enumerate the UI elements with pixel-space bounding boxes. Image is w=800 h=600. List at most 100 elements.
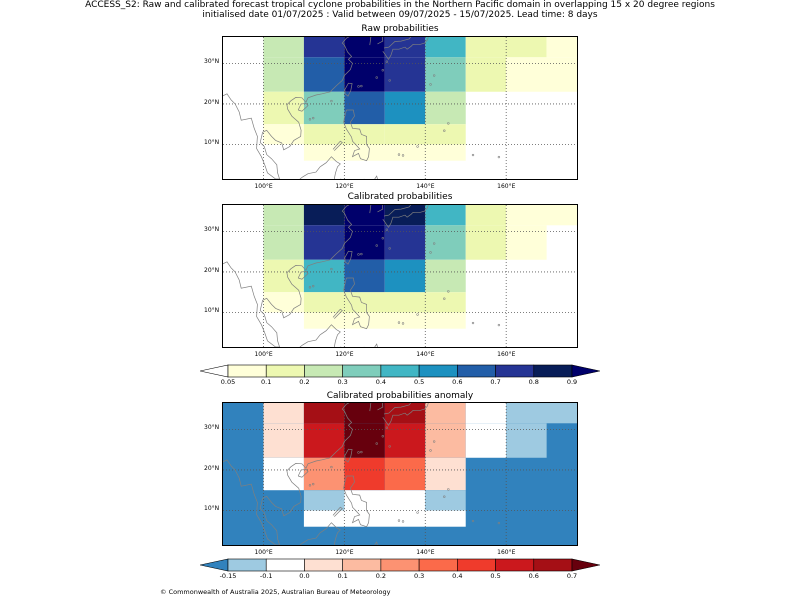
- island: [447, 488, 450, 491]
- probability-cell: [303, 403, 345, 424]
- coastline: [297, 103, 309, 112]
- probability-cell: [425, 490, 466, 511]
- colorbar-extend-high: [571, 364, 601, 378]
- probability-cell: [506, 423, 547, 458]
- island: [360, 84, 363, 88]
- latitude-tick-label: 20°N: [204, 266, 220, 274]
- map-svg-calibrated: [223, 205, 577, 347]
- map-panel-calibrated: [222, 204, 578, 348]
- coastline: [374, 343, 378, 347]
- probability-cell: [303, 259, 345, 293]
- probability-cell: [263, 205, 304, 226]
- probability-cell: [465, 423, 507, 458]
- colorbar-anomaly: [199, 557, 601, 572]
- island: [360, 450, 363, 454]
- probability-cell: [344, 457, 385, 491]
- island: [385, 426, 389, 429]
- probability-cell: [263, 403, 304, 424]
- probability-cell: [384, 259, 426, 293]
- colorbar-segment: [227, 364, 267, 378]
- colorbar-segment: [265, 558, 305, 572]
- colorbar-tick-label: 0.2: [299, 378, 310, 386]
- probability-cell: [303, 225, 345, 260]
- probability-cell: [344, 57, 385, 92]
- island: [375, 442, 378, 445]
- longitude-tick-label: 120°E: [335, 351, 354, 358]
- latitude-tick-label: 30°N: [204, 226, 220, 234]
- island: [330, 267, 333, 271]
- probability-cell: [303, 457, 345, 491]
- colorbar-segment: [380, 558, 420, 572]
- probability-cell: [263, 91, 304, 125]
- longitude-tick-label: 140°E: [416, 183, 435, 190]
- island: [416, 511, 419, 514]
- colorbar-tick-label: 0.7: [490, 378, 501, 386]
- island: [360, 252, 363, 256]
- colorbar-tick-label: -0.1: [259, 572, 273, 580]
- island: [471, 321, 475, 325]
- colorbar-extend-low: [199, 364, 229, 378]
- colorbar-tick-label: 0.6: [452, 378, 463, 386]
- probability-cell: [425, 225, 466, 260]
- colorbar-tick-label: 0.1: [261, 378, 272, 386]
- probability-cell: [344, 259, 385, 293]
- colorbar-extend-low: [199, 558, 229, 572]
- probability-cell: [303, 423, 345, 458]
- colorbar-tick-label: 0.4: [452, 572, 463, 580]
- coastline: [223, 403, 353, 545]
- probability-cell: [344, 403, 385, 424]
- colorbar-tick-label: 0.0: [299, 572, 310, 580]
- coastline: [377, 403, 384, 411]
- latitude-tick-label: 10°N: [204, 307, 220, 315]
- longitude-tick-label: 120°E: [335, 183, 354, 190]
- map-panel-anomaly: [222, 402, 578, 546]
- longitude-tick-label: 140°E: [416, 549, 435, 556]
- island: [416, 313, 419, 316]
- island: [443, 129, 446, 132]
- colorbar-segment: [495, 364, 535, 378]
- colorbar-tick-label: 0.05: [220, 378, 236, 386]
- probability-cell: [465, 205, 507, 226]
- island: [497, 155, 501, 159]
- colorbar-tick-label: 0.3: [337, 378, 348, 386]
- coastline: [363, 178, 365, 179]
- coastline: [383, 205, 412, 217]
- island: [447, 122, 450, 125]
- coastline: [299, 532, 321, 545]
- coastline: [382, 205, 429, 228]
- probability-cell: [506, 225, 547, 260]
- coastline: [319, 522, 341, 545]
- island: [429, 83, 432, 86]
- island: [401, 322, 405, 325]
- probability-cell: [344, 205, 385, 226]
- coastline: [223, 205, 353, 347]
- probability-cell: [263, 423, 304, 458]
- coastline: [374, 175, 378, 179]
- probability-cell: [465, 37, 547, 58]
- island: [388, 79, 391, 82]
- probability-cell: [465, 403, 507, 424]
- coastline: [297, 271, 309, 280]
- coastline: [369, 205, 372, 214]
- island: [381, 69, 384, 72]
- coastline: [299, 334, 321, 347]
- colorbar-segment: [533, 364, 573, 378]
- island: [497, 521, 501, 525]
- figure-title-line1: ACCESS_S2: Raw and calibrated forecast t…: [85, 0, 715, 10]
- probability-cell: [263, 57, 304, 92]
- island: [308, 484, 312, 487]
- probability-cell: [506, 57, 577, 92]
- latitude-tick-label: 20°N: [204, 98, 220, 106]
- probability-cell: [303, 292, 466, 313]
- coastline: [297, 469, 309, 478]
- probability-cell: [303, 91, 345, 125]
- colorbar-segment: [265, 364, 305, 378]
- colorbar-segment: [457, 364, 496, 378]
- coastline: [377, 37, 384, 45]
- island: [308, 118, 312, 121]
- colorbar-segment: [533, 558, 573, 572]
- island: [381, 237, 384, 240]
- probability-cell: [425, 57, 466, 92]
- probability-cell: [384, 57, 426, 92]
- map-panel-raw: [222, 36, 578, 180]
